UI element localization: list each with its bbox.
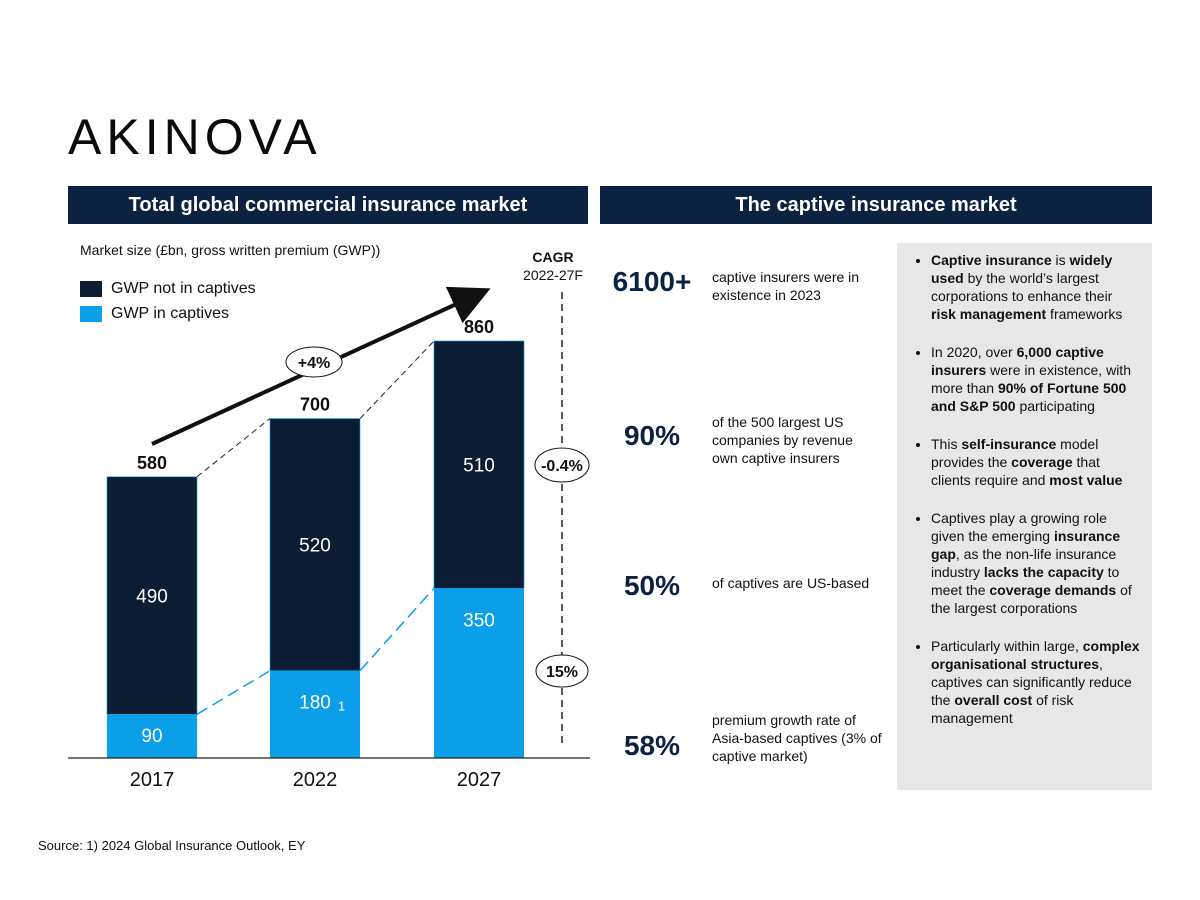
stat-desc-captive-count: captive insurers were in existence in 20… — [712, 269, 860, 303]
captive-fact-text: coverage demands — [989, 582, 1117, 598]
captive-fact-text: frameworks — [1046, 306, 1123, 322]
bar-not-captives — [269, 418, 361, 672]
captive-fact-text: risk management — [931, 306, 1047, 322]
bar-total-label: 580 — [137, 453, 167, 473]
captive-fact-text: complex organisational structures — [931, 638, 1140, 672]
bar-not-captives — [106, 476, 198, 715]
source-footnote: Source: 1) 2024 Global Insurance Outlook… — [38, 838, 306, 853]
captive-fact-text: coverage — [1011, 454, 1073, 470]
captive-fact-text: overall cost — [954, 692, 1033, 708]
captive-fact-text: self-insurance — [961, 436, 1057, 452]
chart-legend: GWP not in captives GWP in captives — [80, 276, 256, 326]
captive-fact-text: In 2020, over — [931, 344, 1017, 360]
captive-connector-line — [196, 670, 271, 716]
captive-fact-item: In 2020, over 6,000 captive insurers wer… — [931, 343, 1140, 415]
legend-label-not-captives: GWP not in captives — [111, 279, 256, 297]
captive-fact-text: , as the non-life insurance industry — [931, 546, 1117, 580]
captive-fact-text: Particularly within large, — [931, 638, 1083, 654]
growth-oval — [285, 346, 343, 378]
captive-fact-item: Captive insurance is widely used by the … — [931, 251, 1140, 323]
legend-label-captives: GWP in captives — [111, 304, 229, 322]
captive-facts-panel: Captive insurance is widely used by the … — [897, 243, 1152, 790]
captive-connector-line — [359, 587, 435, 672]
bar-captives — [434, 588, 524, 758]
bar-value-not-captives: 490 — [136, 587, 168, 608]
captive-fact-text: lacks the capacity — [983, 564, 1104, 580]
legend-swatch-navy — [80, 280, 102, 297]
captive-fact-text: that clients require and — [931, 454, 1100, 488]
captive-fact-text: Captives play a growing role given the e… — [931, 510, 1107, 544]
cagr-period: 2022-27F — [523, 267, 583, 283]
bar-value-captives: 180 — [299, 693, 331, 714]
captive-fact-text: model provides the — [931, 436, 1099, 470]
x-tick-label: 2027 — [457, 769, 502, 791]
bar-total-label: 860 — [464, 317, 494, 337]
stat-value-asia-growth: 58% — [623, 730, 681, 761]
captive-fact-text: This — [931, 436, 962, 452]
cagr-heading: CAGR 2022-27F — [513, 248, 593, 284]
total-connector-line — [196, 418, 271, 478]
bar-value-not-captives: 520 — [299, 536, 331, 557]
captive-fact-text: of risk management — [931, 692, 1074, 726]
captive-fact-item: Captives play a growing role given the e… — [931, 509, 1140, 617]
captive-fact-text: by the world’s largest corporations to e… — [931, 270, 1113, 304]
cagr-title: CAGR — [532, 249, 574, 265]
cagr-value-not-captives: -0.4% — [541, 458, 583, 475]
bar-value-captives: 350 — [463, 610, 495, 631]
captive-fact-text: participating — [1015, 398, 1095, 414]
x-tick-label: 2022 — [293, 769, 338, 791]
captive-fact-text: most value — [1049, 472, 1123, 488]
cagr-oval-not-captives — [534, 447, 590, 483]
bar-value-not-captives: 510 — [463, 456, 495, 477]
left-section-title: Total global commercial insurance market — [128, 193, 528, 216]
legend-item-captives: GWP in captives — [80, 301, 256, 326]
total-connector-line — [359, 340, 435, 419]
cagr-value-captives: 15% — [546, 664, 578, 681]
stat-desc-us-largest: of the 500 largest US companies by reven… — [712, 414, 853, 466]
captive-fact-text: 90% of Fortune 500 and S&P 500 — [931, 380, 1127, 414]
right-section-title: The captive insurance market — [735, 193, 1017, 216]
cagr-oval-captives — [535, 654, 589, 688]
footnote-marker: 1 — [338, 698, 345, 713]
legend-item-not-captives: GWP not in captives — [80, 276, 256, 301]
stat-value-us-largest: 90% — [623, 420, 681, 451]
stat-desc-asia-growth: premium growth rate of Asia-based captiv… — [712, 712, 882, 764]
stat-value-captive-count: 6100+ — [612, 266, 692, 297]
stat-value-us-based: 50% — [623, 570, 681, 601]
right-section-header: The captive insurance market — [600, 186, 1152, 224]
legend-swatch-blue — [80, 305, 102, 322]
captive-fact-text: , captives can significantly reduce the — [931, 656, 1132, 708]
bar-value-captives: 90 — [141, 726, 162, 747]
bar-total-label: 700 — [300, 395, 330, 415]
captive-fact-text: insurance gap — [931, 528, 1121, 562]
left-section-header: Total global commercial insurance market — [68, 186, 588, 224]
bar-captives — [107, 714, 197, 758]
bar-not-captives — [433, 340, 525, 589]
bar-captives — [270, 670, 360, 758]
chart-subtitle: Market size (£bn, gross written premium … — [80, 242, 381, 258]
captive-fact-text: Captive insurance — [931, 252, 1052, 268]
akinova-logo: AKINOVA — [68, 109, 322, 165]
captive-fact-text: widely used — [931, 252, 1113, 286]
captive-facts-list: Captive insurance is widely used by the … — [897, 243, 1152, 727]
captive-fact-text: of the largest corporations — [931, 582, 1132, 616]
captive-fact-item: Particularly within large, complex organ… — [931, 637, 1140, 727]
x-tick-label: 2017 — [130, 769, 175, 791]
captive-fact-text: 6,000 captive insurers — [931, 344, 1104, 378]
captive-fact-text: is — [1051, 252, 1070, 268]
growth-label: +4% — [298, 355, 330, 372]
stat-desc-us-based: of captives are US-based — [712, 575, 870, 591]
captive-fact-item: This self-insurance model provides the c… — [931, 435, 1140, 489]
captive-fact-text: were in existence, with more than — [931, 362, 1131, 396]
captive-fact-text: to meet the — [931, 564, 1120, 598]
